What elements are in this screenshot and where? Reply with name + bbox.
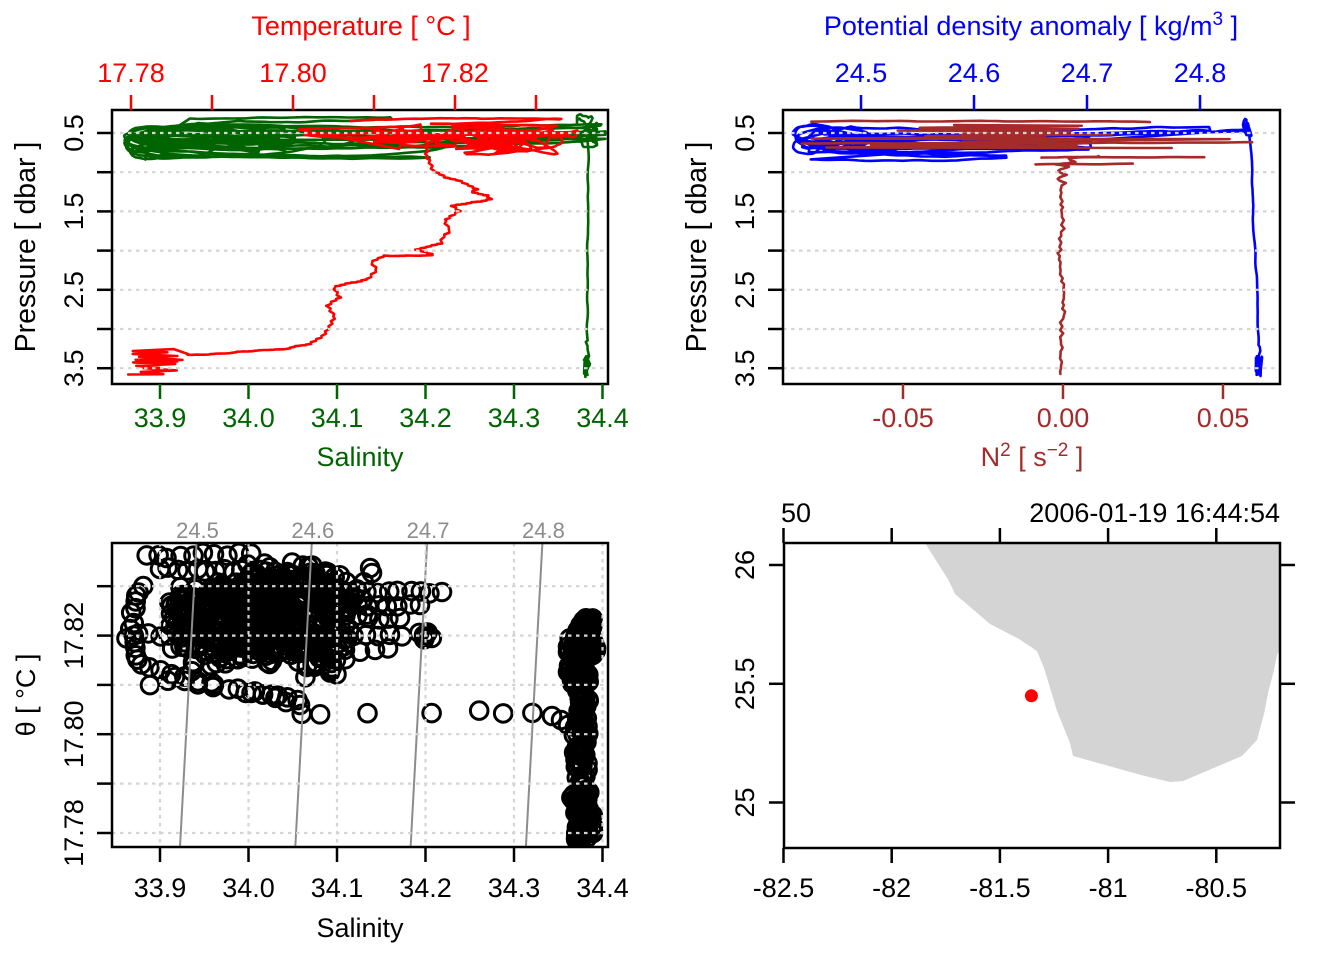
svg-text:Salinity: Salinity [316, 913, 404, 943]
svg-text:Salinity: Salinity [316, 442, 404, 472]
svg-text:-81.5: -81.5 [969, 873, 1031, 903]
svg-text:34.0: 34.0 [222, 873, 275, 903]
svg-text:N2 [ s−2 ]: N2 [ s−2 ] [981, 440, 1084, 472]
svg-text:25: 25 [730, 787, 760, 817]
svg-text:34.0: 34.0 [222, 403, 275, 433]
svg-text:24.6: 24.6 [291, 518, 334, 543]
svg-text:24.5: 24.5 [176, 518, 219, 543]
svg-text:50: 50 [781, 498, 811, 528]
svg-text:26: 26 [730, 550, 760, 580]
svg-text:24.7: 24.7 [1061, 58, 1114, 88]
svg-text:25.5: 25.5 [730, 658, 760, 711]
svg-text:34.3: 34.3 [488, 873, 541, 903]
svg-text:24.8: 24.8 [522, 518, 565, 543]
svg-text:17.80: 17.80 [59, 700, 89, 768]
svg-text:33.9: 33.9 [134, 403, 187, 433]
svg-text:33.9: 33.9 [134, 873, 187, 903]
svg-text:17.78: 17.78 [59, 799, 89, 867]
svg-text:Pressure [ dbar ]: Pressure [ dbar ] [681, 142, 713, 353]
svg-text:0.5: 0.5 [730, 114, 760, 152]
svg-text:1.5: 1.5 [59, 193, 89, 231]
svg-text:2.5: 2.5 [59, 271, 89, 309]
svg-text:1.5: 1.5 [730, 193, 760, 231]
svg-text:Pressure [ dbar ]: Pressure [ dbar ] [10, 142, 42, 353]
svg-text:34.1: 34.1 [311, 873, 364, 903]
svg-text:34.2: 34.2 [399, 403, 452, 433]
svg-text:-80.5: -80.5 [1186, 873, 1248, 903]
svg-text:34.1: 34.1 [311, 403, 364, 433]
svg-text:3.5: 3.5 [59, 349, 89, 387]
svg-text:17.80: 17.80 [259, 58, 327, 88]
svg-text:0.00: 0.00 [1037, 403, 1090, 433]
svg-text:34.4: 34.4 [576, 873, 629, 903]
svg-text:Temperature [ °C ]: Temperature [ °C ] [251, 11, 470, 41]
svg-text:θ [ °C ]: θ [ °C ] [11, 654, 41, 737]
svg-text:17.82: 17.82 [421, 58, 489, 88]
svg-text:Potential density anomaly [ kg: Potential density anomaly [ kg/m3 ] [824, 9, 1238, 41]
svg-text:17.78: 17.78 [97, 58, 165, 88]
svg-text:24.8: 24.8 [1174, 58, 1227, 88]
svg-text:3.5: 3.5 [730, 349, 760, 387]
svg-text:34.2: 34.2 [399, 873, 452, 903]
svg-text:0.05: 0.05 [1197, 403, 1250, 433]
svg-text:-81: -81 [1089, 873, 1128, 903]
svg-text:2.5: 2.5 [730, 271, 760, 309]
svg-text:-82: -82 [872, 873, 911, 903]
svg-text:34.3: 34.3 [488, 403, 541, 433]
svg-text:17.82: 17.82 [59, 602, 89, 670]
svg-text:24.5: 24.5 [835, 58, 888, 88]
svg-text:34.4: 34.4 [576, 403, 629, 433]
svg-text:24.7: 24.7 [407, 518, 450, 543]
svg-text:24.6: 24.6 [948, 58, 1001, 88]
svg-text:2006-01-19 16:44:54: 2006-01-19 16:44:54 [1029, 498, 1280, 528]
svg-text:-82.5: -82.5 [753, 873, 815, 903]
svg-text:0.5: 0.5 [59, 114, 89, 152]
svg-text:-0.05: -0.05 [872, 403, 934, 433]
